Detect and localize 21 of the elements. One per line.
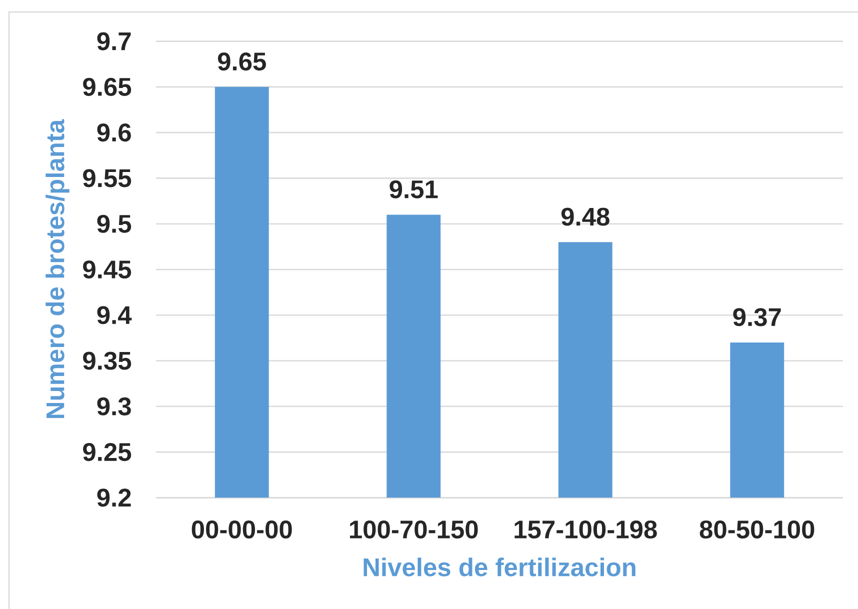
y-tick-label: 9.4 (97, 306, 132, 324)
y-tick-label: 9.65 (83, 78, 132, 96)
data-label: 9.51 (390, 180, 438, 198)
data-label: 9.37 (733, 308, 781, 326)
y-tick-label: 9.2 (97, 488, 131, 507)
x-tick-label: 157-100-198 (514, 520, 657, 539)
y-tick-label: 9.6 (97, 124, 131, 142)
x-tick-label: 80-50-100 (700, 520, 814, 539)
x-tick-label: 100-70-150 (350, 520, 478, 539)
y-axis-title: Numero de brotes/planta (46, 119, 70, 418)
y-tick-label: 9.55 (83, 169, 132, 188)
y-tick-label: 9.3 (97, 397, 131, 416)
y-tick-label: 9.5 (97, 214, 132, 233)
data-label: 9.48 (561, 208, 610, 226)
y-tick-label: 9.25 (83, 443, 132, 462)
data-label: 9.65 (218, 52, 266, 71)
y-tick-label: 9.35 (83, 352, 132, 370)
y-tick-label: 9.45 (83, 260, 132, 279)
x-axis-title: Niveles de fertilizacion (364, 558, 636, 576)
x-tick-label: 00-00-00 (192, 520, 292, 539)
y-tick-label: 9.7 (97, 32, 131, 50)
